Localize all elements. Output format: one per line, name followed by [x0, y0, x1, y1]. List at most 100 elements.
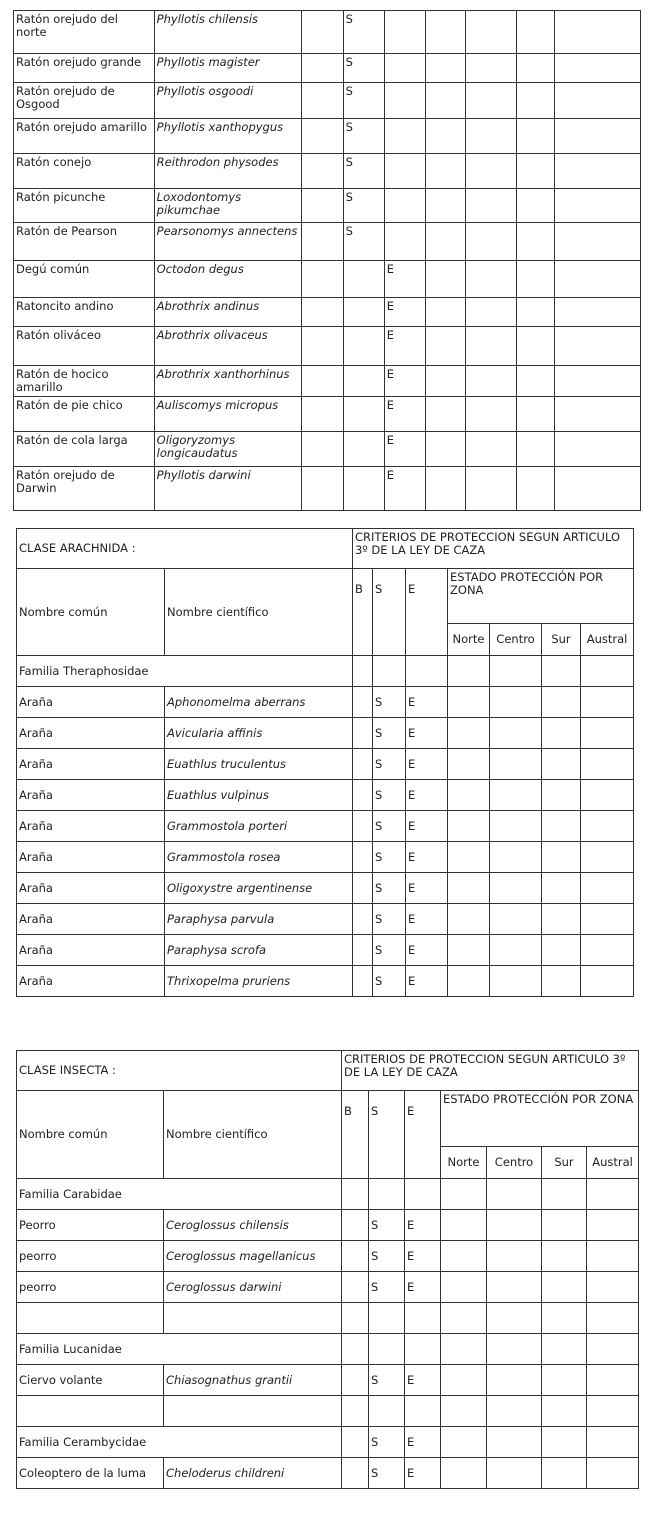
table-cell [486, 1364, 543, 1396]
table-cell [440, 1426, 488, 1458]
common-name: Ratón de hocico amarillo [13, 365, 155, 397]
criteria-header: CRITERIOS DE PROTECCION SEGUN ARTICULO 3… [352, 528, 635, 569]
table-row: peorro Ceroglossus magellanicus S E [16, 1240, 640, 1272]
table-cell [541, 1364, 588, 1396]
table-cell [489, 779, 543, 811]
table-row: Ratón conejo Reithrodon physodes S [13, 153, 642, 189]
centro-header: Centro [489, 623, 543, 656]
scientific-name: Abrothrix andinus [153, 297, 303, 327]
table-cell: S [372, 841, 407, 873]
scientific-name: Phyllotis xanthopygus [153, 118, 303, 154]
table-cell [580, 717, 635, 749]
table-cell [424, 260, 467, 298]
table-cell [553, 466, 642, 511]
table-cell: E [405, 779, 449, 811]
table-cell [465, 10, 518, 54]
common-name: Araña [16, 965, 165, 997]
table-cell [424, 153, 467, 189]
table-cell [516, 260, 555, 298]
table-cell [424, 297, 467, 327]
scientific-name: Grammostola rosea [163, 841, 354, 873]
table-cell [586, 1364, 640, 1396]
table-cell: S [342, 153, 385, 189]
table-cell [342, 431, 385, 467]
table-cell [465, 297, 518, 327]
common-name: Araña [16, 717, 165, 749]
table-cell [541, 903, 582, 935]
table-cell [352, 965, 374, 997]
table-cell: E [383, 326, 426, 366]
table-cell [541, 841, 582, 873]
table-cell [580, 965, 635, 997]
table-cell [486, 1178, 543, 1210]
table-cell [516, 297, 555, 327]
scientific-name: Avicularia affinis [163, 717, 354, 749]
table-cell [424, 326, 467, 366]
table-cell [465, 188, 518, 223]
table-cell [541, 1426, 588, 1458]
table-cell [541, 1271, 588, 1303]
table-cell [580, 841, 635, 873]
table-row: Coleoptero de la luma Cheloderus children… [16, 1457, 640, 1489]
scientific-name: Euathlus vulpinus [163, 779, 354, 811]
table-cell: S [372, 686, 407, 718]
table-cell [586, 1426, 640, 1458]
scientific-name [162, 1302, 343, 1334]
table-row: Araña Thrixopelma pruriens S E [16, 965, 635, 997]
table-cell [352, 810, 374, 842]
table-cell [541, 779, 582, 811]
table-cell [424, 188, 467, 223]
table-cell [383, 10, 426, 54]
table-cell [541, 1302, 588, 1334]
table-cell [580, 934, 635, 966]
table-cell [341, 1178, 370, 1210]
table-cell [440, 1457, 488, 1489]
table-row: Araña Euathlus truculentus S E [16, 748, 635, 780]
table-row: Ratón de Pearson Pearsonomys annectens S [13, 222, 642, 261]
zone-header: ESTADO PROTECCIÓN POR ZONA [440, 1090, 640, 1147]
table-cell [424, 10, 467, 54]
table-cell: S [372, 748, 407, 780]
common-name: Ratoncito andino [13, 297, 155, 327]
table-cell: E [404, 1209, 442, 1241]
table-cell [516, 118, 555, 154]
table-cell [342, 365, 385, 397]
table-cell [341, 1240, 370, 1272]
common-name: Coleoptero de la luma [16, 1457, 164, 1489]
scientific-name: Oligoxystre argentinense [163, 872, 354, 904]
common-name-header: Nombre común [16, 568, 165, 656]
table-cell [516, 431, 555, 467]
table-row: Peorro Ceroglossus chilensis S E [16, 1209, 640, 1241]
common-name: Araña [16, 934, 165, 966]
table-cell: E [405, 872, 449, 904]
table-cell [447, 934, 491, 966]
table-cell [372, 655, 407, 687]
table-cell [465, 53, 518, 83]
table-row: Araña Oligoxystre argentinense S E [16, 872, 635, 904]
table-cell [465, 153, 518, 189]
table-cell [440, 1395, 488, 1427]
table-cell: E [405, 717, 449, 749]
table-cell [465, 466, 518, 511]
table-cell: S [372, 717, 407, 749]
table-cell: E [405, 686, 449, 718]
table-row: Araña Avicularia affinis S E [16, 717, 635, 749]
scientific-name: Cheloderus childreni [162, 1457, 343, 1489]
scientific-name-header: Nombre científico [163, 568, 354, 656]
scientific-name: Phyllotis osgoodi [153, 82, 303, 119]
table-cell [341, 1209, 370, 1241]
table-cell [352, 748, 374, 780]
table-cell [404, 1395, 442, 1427]
table-cell [541, 810, 582, 842]
table-cell [383, 153, 426, 189]
table-cell [368, 1395, 406, 1427]
table-cell [447, 965, 491, 997]
table-cell [586, 1333, 640, 1365]
table-cell [301, 326, 344, 366]
scientific-name: Ceroglossus darwini [162, 1271, 343, 1303]
table-cell [424, 222, 467, 261]
table-cell [541, 748, 582, 780]
common-name: Araña [16, 903, 165, 935]
table-cell: E [383, 466, 426, 511]
table-cell [580, 748, 635, 780]
